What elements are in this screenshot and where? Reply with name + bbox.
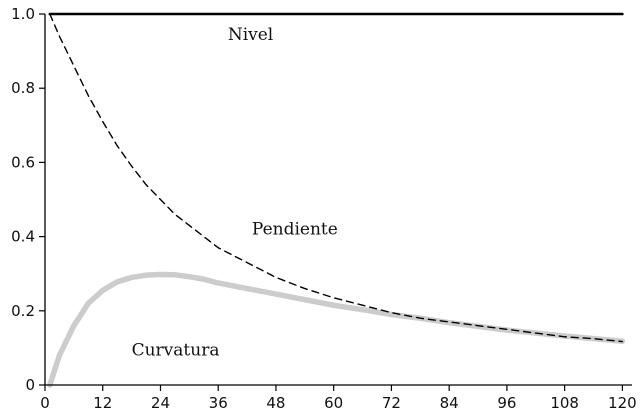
series-annotations: Nivel Pendiente Curvatura bbox=[132, 25, 338, 360]
label-nivel: Nivel bbox=[228, 25, 273, 45]
y-tick-label: 0.2 bbox=[11, 302, 35, 320]
label-curvatura: Curvatura bbox=[132, 340, 220, 360]
y-tick-label: 0.8 bbox=[11, 79, 35, 97]
x-tick-label: 24 bbox=[151, 394, 170, 412]
y-tick-label: 0.6 bbox=[11, 153, 35, 171]
x-tick-label: 96 bbox=[497, 394, 516, 412]
y-tick-label: 1.0 bbox=[11, 5, 35, 23]
label-pendiente: Pendiente bbox=[252, 220, 338, 240]
x-tick-label: 48 bbox=[266, 394, 285, 412]
series-line-pendiente bbox=[50, 14, 623, 342]
x-tick-label: 120 bbox=[608, 394, 637, 412]
y-tick-label: 0.4 bbox=[11, 228, 35, 246]
x-tick-label: 60 bbox=[324, 394, 343, 412]
x-tick-label: 12 bbox=[93, 394, 112, 412]
x-tick-label: 72 bbox=[382, 394, 401, 412]
x-axis: 0 12 24 36 48 60 72 84 96 108 120 bbox=[40, 385, 636, 412]
series-line-curvatura bbox=[50, 274, 623, 385]
x-tick-label: 108 bbox=[550, 394, 579, 412]
x-tick-label: 0 bbox=[40, 394, 50, 412]
y-axis: 0 0.2 0.4 0.6 0.8 1.0 bbox=[11, 5, 45, 394]
x-tick-label: 36 bbox=[209, 394, 228, 412]
x-tick-label: 84 bbox=[440, 394, 459, 412]
series-lines bbox=[50, 14, 623, 385]
y-tick-label: 0 bbox=[25, 376, 35, 394]
